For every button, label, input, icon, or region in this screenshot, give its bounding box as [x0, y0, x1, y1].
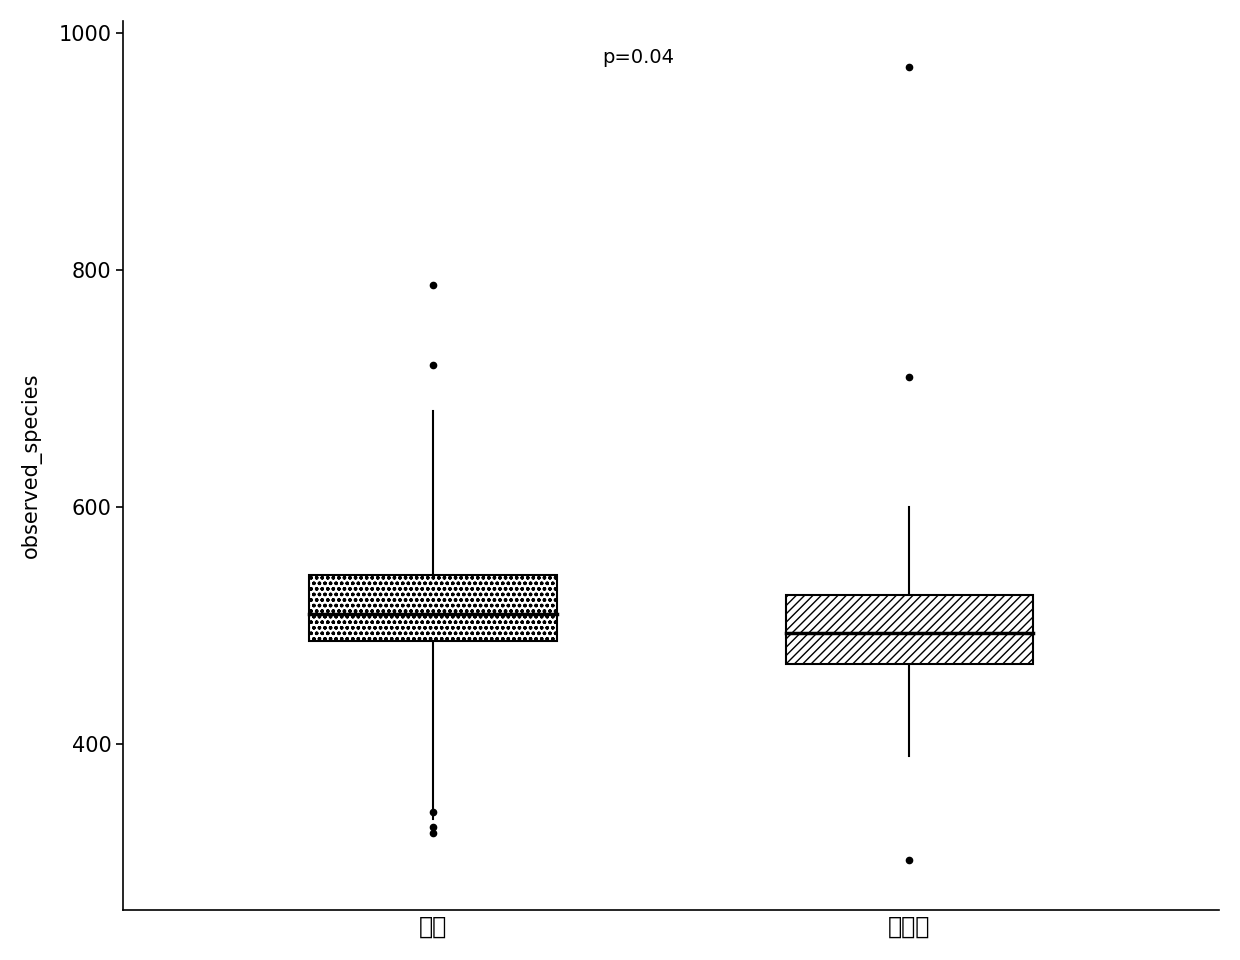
Text: p=0.04: p=0.04 [603, 47, 675, 66]
Bar [786, 595, 1033, 663]
Bar [309, 575, 557, 641]
Y-axis label: observed_species: observed_species [21, 372, 42, 559]
